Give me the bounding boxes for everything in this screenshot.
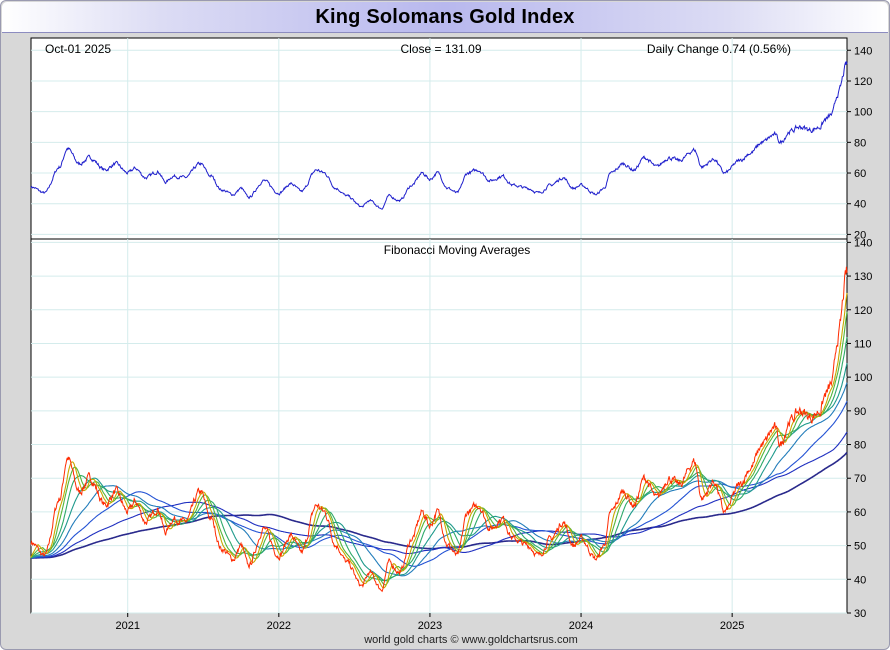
x-tick-label: 2022 bbox=[267, 620, 291, 632]
x-tick-label: 2021 bbox=[115, 620, 139, 632]
price-panel-grid bbox=[31, 38, 847, 239]
price-panel-y-axis: 20 40 60 80 100 120 140 bbox=[847, 45, 872, 241]
fibonacci-panel-bg bbox=[30, 238, 848, 614]
ma-line-233 bbox=[30, 431, 848, 559]
fibonacci-price-line bbox=[30, 266, 848, 593]
price-panel-ytick-label: 40 bbox=[854, 199, 866, 211]
price-panel-ytick-label: 120 bbox=[854, 76, 872, 88]
fibonacci-panel-y-axis: 30 40 50 60 70 80 90 100 110 120 130 140 bbox=[847, 237, 872, 620]
fibonacci-panel-ytick-label: 50 bbox=[854, 541, 866, 553]
price-panel-ytick-label: 100 bbox=[854, 107, 872, 119]
ma-line-55 bbox=[30, 362, 848, 582]
ma-line-34 bbox=[30, 336, 848, 582]
fibonacci-panel-ytick-label: 70 bbox=[854, 473, 866, 485]
price-series-line bbox=[30, 61, 848, 210]
fibonacci-panel-ytick-label: 90 bbox=[854, 406, 866, 418]
header-close: Close = 131.09 bbox=[400, 42, 481, 56]
fibonacci-panel-ytick-label: 110 bbox=[854, 338, 872, 350]
x-axis: 2021 2022 2023 2024 2025 bbox=[115, 613, 744, 632]
fibonacci-panel-ytick-label: 140 bbox=[854, 237, 872, 249]
x-tick-label: 2023 bbox=[418, 620, 442, 632]
fibonacci-panel-ytick-label: 80 bbox=[854, 440, 866, 452]
header-daily-change: Daily Change 0.74 (0.56%) bbox=[647, 42, 791, 56]
ma-line-13 bbox=[30, 292, 848, 589]
fibonacci-panel-ytick-label: 40 bbox=[854, 574, 866, 586]
price-panel-ytick-label: 20 bbox=[854, 229, 866, 241]
ma-line-89 bbox=[30, 382, 848, 577]
fibonacci-panel-ytick-label: 100 bbox=[854, 372, 872, 384]
fibonacci-moving-averages bbox=[30, 292, 848, 589]
header-date: Oct-01 2025 bbox=[45, 42, 111, 56]
price-panel-ytick-label: 60 bbox=[854, 168, 866, 180]
footer-credit: world gold charts © www.goldchartsrus.co… bbox=[364, 634, 578, 646]
fibonacci-panel-ytick-label: 60 bbox=[854, 507, 866, 519]
ma-line-21 bbox=[30, 311, 848, 586]
x-tick-label: 2024 bbox=[569, 620, 593, 632]
fibonacci-panel-ytick-label: 30 bbox=[854, 608, 866, 620]
x-tick-label: 2025 bbox=[720, 620, 744, 632]
price-panel-ytick-label: 80 bbox=[854, 137, 866, 149]
fibonacci-panel-title: Fibonacci Moving Averages bbox=[384, 243, 531, 257]
title-bar: King Solomans Gold Index bbox=[2, 2, 888, 33]
price-panel-ytick-label: 140 bbox=[854, 45, 872, 57]
chart-title: King Solomans Gold Index bbox=[315, 6, 575, 28]
price-panel-bg bbox=[30, 37, 848, 240]
fibonacci-panel-ytick-label: 130 bbox=[854, 271, 872, 283]
fibonacci-panel-ytick-label: 120 bbox=[854, 305, 872, 317]
